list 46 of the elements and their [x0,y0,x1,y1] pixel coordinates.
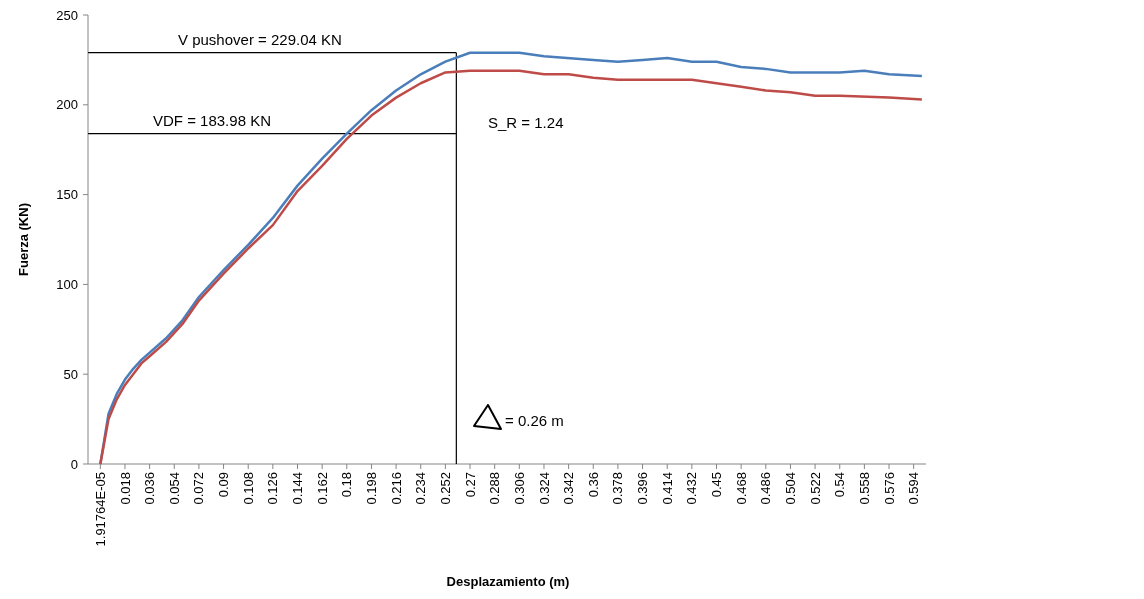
x-tick-label: 0.504 [782,472,798,505]
x-tick-label: 0.216 [388,472,404,505]
y-tick-label: 200 [56,97,78,113]
x-axis-title: Desplazamiento (m) [446,574,570,589]
x-tick-label: 0.594 [906,472,922,505]
x-tick-label: 0.27 [462,472,478,498]
y-tick-label: 100 [56,276,78,292]
y-tick-label: 250 [56,7,78,23]
x-tick-label: 0.324 [536,472,552,505]
x-tick-label: 0.288 [487,472,503,505]
x-tick-label: 0.162 [314,472,330,505]
x-tick-label: 0.396 [635,472,651,505]
x-tick-label: 0.036 [142,472,158,505]
y-tick-label: 150 [56,187,78,203]
x-tick-label: 0.486 [758,472,774,505]
x-tick-label: 0.072 [191,472,207,505]
x-tick-label: 0.018 [117,472,133,505]
x-tick-label: 0.378 [610,472,626,505]
ref-line-label: V pushover = 229.04 KN [178,30,342,48]
x-tick-label: 0.18 [339,472,355,498]
x-tick-label: 0.54 [832,472,848,498]
x-tick-label: 0.45 [709,472,725,498]
ref-line-label: VDF = 183.98 KN [153,111,271,129]
x-tick-label: 0.468 [733,472,749,505]
annotation: S_R = 1.24 [488,114,564,131]
x-tick-label: 0.144 [290,472,306,505]
y-axis-title: Fuerza (KN) [16,203,31,276]
x-tick-label: 0.522 [807,472,823,505]
x-tick-label: 0.558 [856,472,872,505]
x-tick-label: 0.108 [240,472,256,505]
y-tick-label: 0 [70,456,78,472]
x-tick-label: 1.91764E-05 [92,472,108,547]
x-tick-label: 0.252 [437,472,453,505]
x-tick-label: 0.054 [166,472,182,505]
x-tick-label: 0.36 [585,472,601,498]
x-tick-label: 0.576 [881,472,897,505]
x-tick-label: 0.234 [413,472,429,505]
x-tick-label: 0.306 [511,472,527,505]
y-tick-label: 50 [63,366,78,382]
annotation: = 0.26 m [505,412,564,429]
x-tick-label: 0.09 [216,472,232,498]
x-tick-label: 0.198 [363,472,379,505]
x-tick-label: 0.414 [659,472,675,505]
x-tick-label: 0.342 [561,472,577,505]
x-tick-label: 0.432 [684,472,700,505]
x-tick-label: 0.126 [265,472,281,505]
